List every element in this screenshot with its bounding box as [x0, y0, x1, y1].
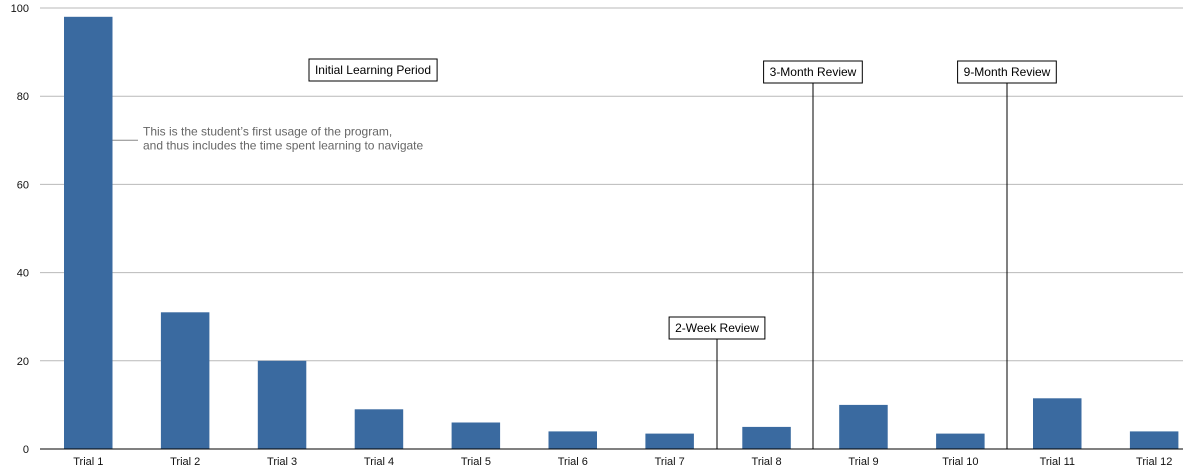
grid-layer — [40, 7, 1183, 362]
x-tick-label-trial-7: Trial 7 — [655, 456, 685, 468]
bar-trial-9 — [839, 404, 888, 449]
y-tick-label-100: 100 — [11, 3, 29, 15]
y-tick-label-0: 0 — [23, 444, 29, 456]
y-tick-label-80: 80 — [17, 91, 29, 103]
x-tick-label-trial-10: Trial 10 — [942, 456, 978, 468]
review-dividers — [716, 83, 1008, 449]
label-box-3-month-review — [763, 60, 863, 84]
x-tick-label-trial-12: Trial 12 — [1136, 456, 1172, 468]
x-tick-label-trial-9: Trial 9 — [848, 456, 878, 468]
bar-trial-10 — [936, 433, 985, 449]
bar-trial-6 — [548, 431, 597, 449]
x-tick-label-trial-2: Trial 2 — [170, 456, 200, 468]
bar-trial-8 — [742, 426, 791, 449]
x-tick-label-trial-1: Trial 1 — [73, 456, 103, 468]
x-tick-label-trial-4: Trial 4 — [364, 456, 394, 468]
note-text-line-2: and thus includes the time spent learnin… — [143, 138, 424, 152]
note-text-line-1: This is the student’s first usage of the… — [143, 124, 392, 138]
bar-trial-7 — [645, 433, 694, 449]
bar-trial-4 — [354, 409, 404, 449]
bar-trial-3 — [257, 360, 307, 449]
y-tick-label-60: 60 — [17, 179, 29, 191]
label-box-2-week-review — [668, 316, 766, 340]
axes: 0 20 40 60 80 100 Trial 1 Trial 2 Trial 3 Trial 4… — [11, 3, 1183, 468]
bar-trial-5 — [451, 422, 501, 449]
label-text-2-week-review: 2-Week Review — [675, 321, 759, 335]
bar-trial-1 — [64, 16, 113, 450]
label-box-9-month-review — [957, 60, 1057, 84]
label-box-initial-learning-period — [308, 58, 438, 82]
y-tick-label-20: 20 — [17, 356, 29, 368]
bar-trial-2 — [160, 312, 210, 449]
bars — [64, 16, 1179, 450]
x-tick-label-trial-11: Trial 11 — [1040, 456, 1075, 468]
annotations: Initial Learning Period 2-Week Review 3-Mo… — [112, 58, 1057, 340]
x-tick-label-trial-8: Trial 8 — [752, 456, 782, 468]
bar-trial-12 — [1129, 431, 1179, 449]
label-text-3-month-review: 3-Month Review — [770, 65, 857, 79]
y-tick-label-40: 40 — [17, 268, 29, 280]
x-tick-label-trial-5: Trial 5 — [461, 456, 491, 468]
bar-trial-11 — [1033, 398, 1082, 449]
x-tick-label-trial-6: Trial 6 — [558, 456, 588, 468]
label-text-9-month-review: 9-Month Review — [964, 65, 1051, 79]
label-text-initial-learning-period: Initial Learning Period — [315, 63, 431, 77]
x-tick-label-trial-3: Trial 3 — [267, 456, 297, 468]
